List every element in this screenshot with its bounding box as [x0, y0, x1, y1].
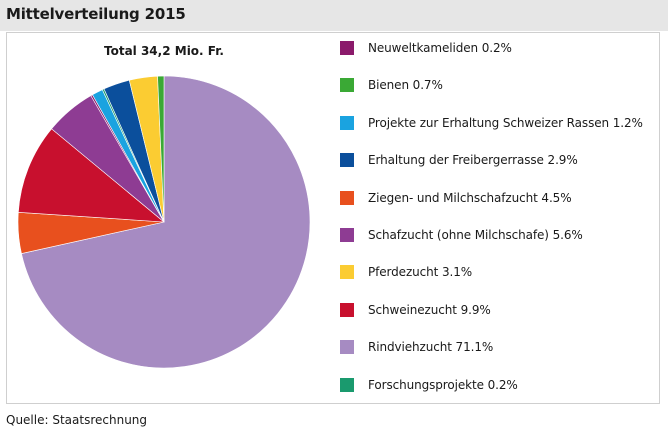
- legend-swatch: [340, 190, 354, 205]
- legend-swatch: [340, 153, 354, 168]
- legend-item-projekte-zur-erhaltung-schweizer-rassen: Projekte zur Erhaltung Schweizer Rassen …: [340, 115, 643, 131]
- legend-swatch: [340, 41, 354, 55]
- legend-swatch: [340, 377, 354, 392]
- legend-item-forschungsprojekte: Forschungsprojekte 0.2%: [340, 377, 518, 393]
- legend-label: Ziegen- und Milchschafzucht 4.5%: [368, 190, 572, 205]
- legend-swatch: [340, 265, 354, 280]
- legend-label: Projekte zur Erhaltung Schweizer Rassen …: [368, 115, 643, 130]
- legend-item-rindviehzucht: Rindviehzucht 71.1%: [340, 339, 493, 355]
- legend-item-bienen: Bienen 0.7%: [340, 77, 443, 93]
- source-note: Quelle: Staatsrechnung: [6, 413, 148, 427]
- legend-item-ziegen-und-milchschafzucht: Ziegen- und Milchschafzucht 4.5%: [340, 190, 572, 206]
- pie-slice-bienen: [157, 75, 165, 223]
- legend-item-pferdezucht: Pferdezucht 3.1%: [340, 264, 472, 280]
- legend-label: Neuweltkameliden 0.2%: [368, 41, 512, 55]
- title-bar: Mittelverteilung 2015: [0, 0, 668, 31]
- legend-label: Bienen 0.7%: [368, 78, 443, 93]
- chart-subtitle: Total 34,2 Mio. Fr.: [104, 44, 224, 58]
- legend-label: Schafzucht (ohne Milchschafe) 5.6%: [368, 228, 583, 242]
- legend-label: Schweinezucht 9.9%: [368, 302, 491, 317]
- legend-item-erhaltung-der-freibergerrasse: Erhaltung der Freibergerrasse 2.9%: [340, 152, 578, 168]
- chart-title: Mittelverteilung 2015: [6, 5, 186, 23]
- legend-label: Forschungsprojekte 0.2%: [368, 377, 518, 392]
- legend-item-schafzucht-ohne-milchschafe: Schafzucht (ohne Milchschafe) 5.6%: [340, 227, 583, 243]
- legend-label: Rindviehzucht 71.1%: [368, 340, 494, 355]
- legend-swatch: [340, 340, 354, 355]
- pie-slice-rindviehzucht: [21, 75, 311, 369]
- legend-item-schweinezucht: Schweinezucht 9.9%: [340, 302, 491, 318]
- legend-swatch: [340, 115, 354, 130]
- legend-item-neuweltkameliden: Neuweltkameliden 0.2%: [340, 40, 512, 56]
- legend-label: Erhaltung der Freibergerrasse 2.9%: [368, 153, 578, 168]
- pie-slice-schweinezucht: [18, 128, 165, 223]
- legend-swatch: [340, 228, 354, 242]
- legend-swatch: [340, 78, 354, 93]
- legend-swatch: [340, 302, 354, 317]
- legend-label: Pferdezucht 3.1%: [368, 265, 473, 280]
